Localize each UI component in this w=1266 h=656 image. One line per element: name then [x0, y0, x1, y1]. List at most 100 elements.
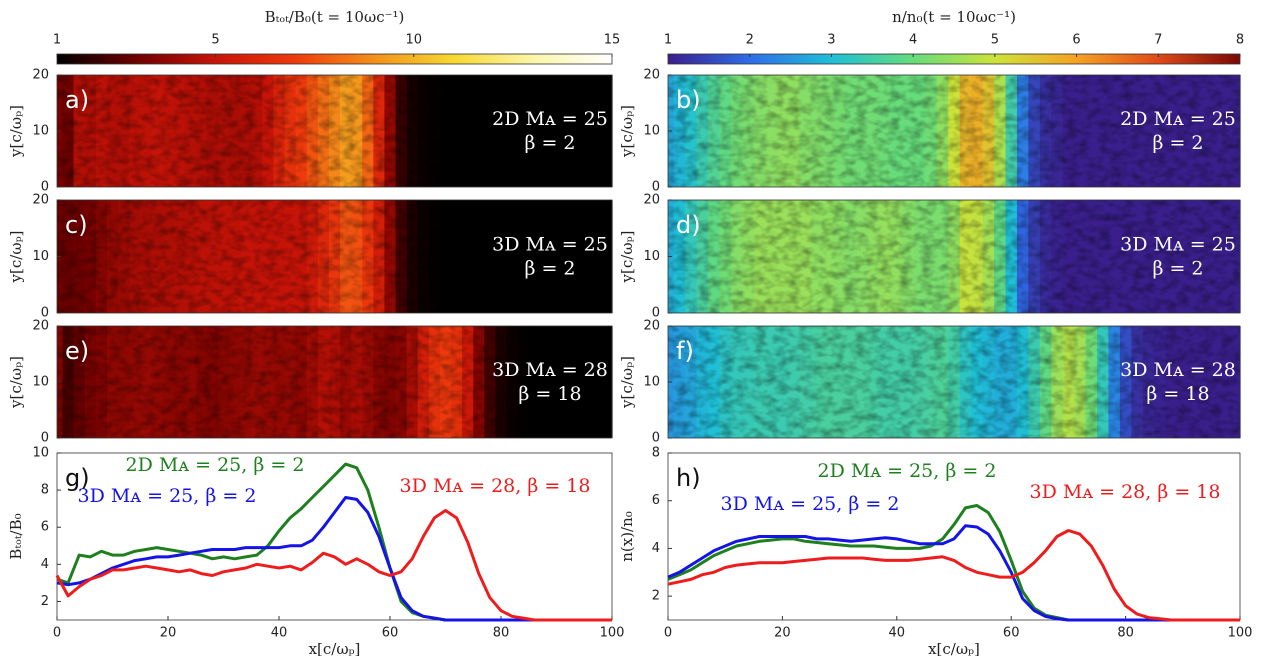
colorbar-tick-label: 15: [604, 33, 621, 48]
x-tick-label: 60: [382, 626, 399, 641]
y-tick-label: 6: [41, 520, 49, 535]
colorbar-tick-label: 2: [746, 33, 754, 48]
y-tick-label: 0: [652, 431, 660, 446]
colorbar-tick-label: 1: [53, 33, 61, 48]
colorbar-tick-label: 6: [1072, 33, 1080, 48]
annotation: β = 2: [1152, 258, 1203, 280]
colorbar-tick-label: 5: [211, 33, 219, 48]
y-tick-label: 0: [41, 180, 49, 195]
x-tick-label: 0: [53, 626, 61, 641]
annotation: 3D Mᴀ = 25: [1120, 234, 1236, 256]
line-series: [56, 496, 612, 622]
y-tick-label: 10: [32, 249, 49, 264]
line-series: [667, 524, 1240, 622]
y-tick-label: 20: [643, 68, 660, 83]
series-label: 3D Mᴀ = 28, β = 18: [1030, 481, 1221, 503]
line-series: [55, 509, 612, 622]
y-tick-label: 0: [652, 180, 660, 195]
heatmap-texture: [57, 75, 612, 187]
x-tick-label: 20: [160, 626, 177, 641]
y-tick-label: 4: [41, 557, 49, 572]
y-tick-label: 8: [652, 446, 660, 461]
y-tick-label: 20: [643, 193, 660, 208]
colorbar-tick-label: 4: [909, 33, 917, 48]
series-label: 2D Mᴀ = 25, β = 2: [126, 454, 305, 476]
y-tick-label: 8: [41, 483, 49, 498]
annotation: 3D Mᴀ = 28: [492, 359, 608, 381]
heatmap-texture: [668, 200, 1240, 313]
y-tick-label: 10: [32, 375, 49, 390]
annotation: β = 2: [1152, 132, 1203, 154]
x-axis-label: x[c/ωₚ]: [928, 640, 980, 656]
plot-frame: [56, 452, 613, 621]
colorbar-tick-label: 1: [664, 33, 672, 48]
y-tick-label: 20: [32, 319, 49, 334]
y-tick-label: 0: [41, 431, 49, 446]
x-tick-label: 0: [664, 626, 672, 641]
colorbar: [56, 53, 613, 65]
series-label: 3D Mᴀ = 25, β = 2: [78, 485, 257, 507]
y-axis-label: Bₜₒₜ/B₀: [7, 513, 25, 559]
y-axis-label: y[c/ωₚ]: [618, 356, 636, 409]
colorbar-tick-label: 10: [406, 33, 423, 48]
x-tick-label: 60: [1003, 626, 1020, 641]
colorbar-tick-label: 3: [827, 33, 835, 48]
x-axis-label: x[c/ωₚ]: [309, 640, 361, 656]
y-axis-label: y[c/ωₚ]: [618, 105, 636, 158]
panel-label: f): [676, 337, 694, 365]
y-tick-label: 10: [32, 446, 49, 461]
panel-label: a): [65, 86, 89, 114]
y-tick-label: 2: [652, 589, 660, 604]
x-tick-label: 40: [889, 626, 906, 641]
x-tick-label: 100: [600, 626, 625, 641]
y-tick-label: 20: [32, 68, 49, 83]
colorbar-title: Bₜₒₜ/B₀(t = 10ωc⁻¹): [265, 8, 405, 26]
y-tick-label: 6: [652, 493, 660, 508]
y-axis-label: y[c/ωₚ]: [618, 231, 636, 284]
panel-label: e): [65, 337, 89, 365]
panel-label: b): [676, 86, 701, 114]
x-tick-label: 80: [1117, 626, 1134, 641]
y-tick-label: 0: [41, 306, 49, 321]
heatmap-texture: [57, 326, 612, 438]
annotation: 2D Mᴀ = 25: [492, 108, 608, 130]
colorbar-title: n/n₀(t = 10ωc⁻¹): [892, 8, 1016, 26]
annotation: 3D Mᴀ = 25: [492, 234, 608, 256]
heatmap-texture: [668, 326, 1240, 438]
colorbar-tick-label: 8: [1236, 33, 1244, 48]
y-tick-label: 10: [643, 249, 660, 264]
annotation: 2D Mᴀ = 25: [1120, 108, 1236, 130]
y-tick-label: 10: [643, 124, 660, 139]
y-axis-label: n(x)/n₀: [618, 511, 636, 562]
annotation: β = 2: [524, 258, 575, 280]
y-tick-label: 2: [41, 594, 49, 609]
y-axis-label: y[c/ωₚ]: [7, 231, 25, 284]
annotation: β = 18: [1146, 383, 1209, 405]
y-tick-label: 10: [32, 124, 49, 139]
colorbar-tick-label: 5: [991, 33, 999, 48]
colorbar: [667, 53, 1241, 65]
panel-label: h): [676, 464, 701, 492]
annotation: β = 2: [524, 132, 575, 154]
y-tick-label: 0: [652, 306, 660, 321]
annotation: β = 18: [518, 383, 581, 405]
x-tick-label: 20: [774, 626, 791, 641]
x-tick-label: 100: [1228, 626, 1253, 641]
series-label: 2D Mᴀ = 25, β = 2: [818, 460, 997, 482]
panel-label: c): [65, 211, 88, 239]
panel-label: d): [676, 211, 701, 239]
panel-label: g): [65, 464, 90, 492]
x-tick-label: 80: [493, 626, 510, 641]
series-label: 3D Mᴀ = 28, β = 18: [400, 475, 591, 497]
y-axis-label: y[c/ωₚ]: [7, 105, 25, 158]
y-tick-label: 20: [643, 319, 660, 334]
y-tick-label: 20: [32, 193, 49, 208]
annotation: 3D Mᴀ = 28: [1120, 359, 1236, 381]
series-label: 3D Mᴀ = 25, β = 2: [721, 493, 900, 515]
heatmap-texture: [57, 200, 612, 313]
y-tick-label: 4: [652, 541, 660, 556]
heatmap-texture: [668, 75, 1240, 187]
line-series: [667, 529, 1240, 622]
